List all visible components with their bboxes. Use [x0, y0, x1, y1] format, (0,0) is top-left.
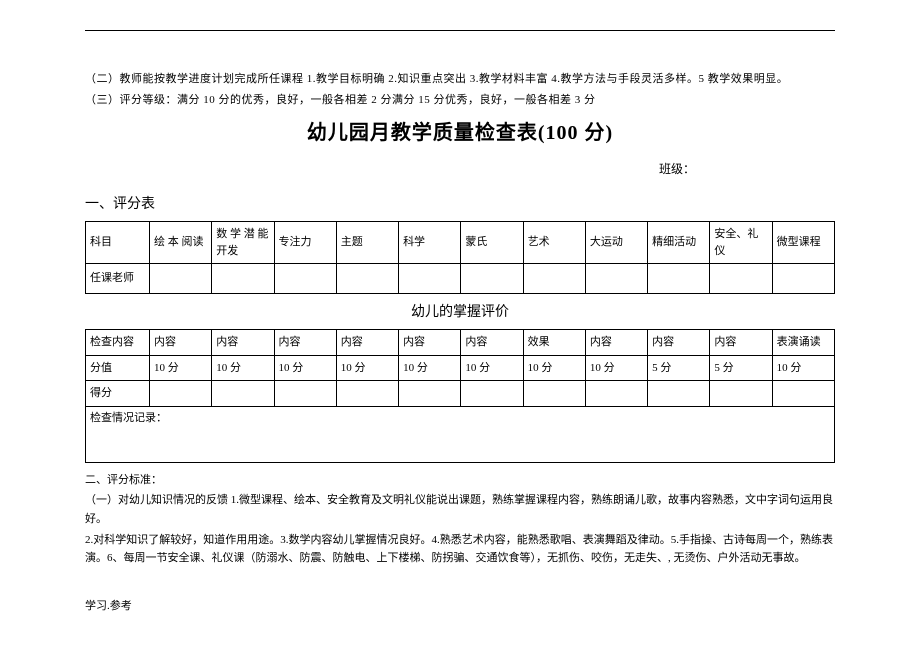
standards-section: 二、评分标准： （一）对幼儿知识情况的反馈 1.微型课程、绘本、安全教育及文明礼…	[85, 471, 835, 568]
cell: 5 分	[710, 355, 772, 381]
cell: 内容	[710, 330, 772, 356]
cell: 内容	[648, 330, 710, 356]
evaluation-table: 检查内容 内容 内容 内容 内容 内容 内容 效果 内容 内容 内容 表演诵读 …	[85, 329, 835, 407]
section-1-header: 一、评分表	[85, 194, 835, 215]
cell: 蒙氏	[461, 222, 523, 264]
cell: 主题	[336, 222, 398, 264]
score-table: 科目 绘 本 阅读 数 学 潜 能开发 专注力 主题 科学 蒙氏 艺术 大运动 …	[85, 221, 835, 294]
cell: 专注力	[274, 222, 336, 264]
table-row: 任课老师	[86, 264, 835, 294]
cell	[772, 264, 834, 294]
cell: 效果	[523, 330, 585, 356]
class-label: 班级：	[85, 160, 695, 178]
cell	[772, 381, 834, 407]
cell	[648, 381, 710, 407]
cell	[150, 381, 212, 407]
table-row: 科目 绘 本 阅读 数 学 潜 能开发 专注力 主题 科学 蒙氏 艺术 大运动 …	[86, 222, 835, 264]
cell: 10 分	[772, 355, 834, 381]
cell: 艺术	[523, 222, 585, 264]
notes-box: 检查情况记录：	[85, 407, 835, 463]
standards-header: 二、评分标准：	[85, 471, 835, 490]
cell	[399, 264, 461, 294]
cell: 10 分	[150, 355, 212, 381]
cell-teacher-label: 任课老师	[86, 264, 150, 294]
cell	[399, 381, 461, 407]
cell: 内容	[399, 330, 461, 356]
cell: 10 分	[336, 355, 398, 381]
cell	[710, 264, 772, 294]
cell: 10 分	[399, 355, 461, 381]
cell: 内容	[274, 330, 336, 356]
cell: 10 分	[523, 355, 585, 381]
notes-label: 检查情况记录：	[90, 412, 167, 424]
cell: 安全、礼仪	[710, 222, 772, 264]
subtitle: 幼儿的掌握评价	[85, 302, 835, 323]
intro-line-1: （二）教师能按教学进度计划完成所任课程 1.教学目标明确 2.知识重点突出 3.…	[85, 71, 835, 88]
intro-line-2: （三）评分等级：满分 10 分的优秀，良好，一般各相差 2 分满分 15 分优秀…	[85, 92, 835, 109]
cell-check-label: 检查内容	[86, 330, 150, 356]
cell: 内容	[150, 330, 212, 356]
top-divider	[85, 30, 835, 31]
cell-result-label: 得分	[86, 381, 150, 407]
cell	[461, 381, 523, 407]
cell: 表演诵读	[772, 330, 834, 356]
cell: 内容	[461, 330, 523, 356]
cell	[585, 381, 647, 407]
cell	[212, 264, 274, 294]
page-title: 幼儿园月教学质量检查表(100 分)	[85, 118, 835, 148]
cell	[212, 381, 274, 407]
cell	[150, 264, 212, 294]
cell: 绘 本 阅读	[150, 222, 212, 264]
cell: 大运动	[585, 222, 647, 264]
cell: 10 分	[585, 355, 647, 381]
cell	[461, 264, 523, 294]
page-footer: 学习.参考	[85, 598, 835, 615]
cell	[523, 381, 585, 407]
cell-score-label: 分值	[86, 355, 150, 381]
cell	[274, 381, 336, 407]
cell-subject-label: 科目	[86, 222, 150, 264]
cell: 科学	[399, 222, 461, 264]
table-row: 检查内容 内容 内容 内容 内容 内容 内容 效果 内容 内容 内容 表演诵读	[86, 330, 835, 356]
cell: 精细活动	[648, 222, 710, 264]
cell: 数 学 潜 能开发	[212, 222, 274, 264]
table-row: 得分	[86, 381, 835, 407]
cell: 内容	[585, 330, 647, 356]
cell	[523, 264, 585, 294]
cell	[274, 264, 336, 294]
cell	[336, 264, 398, 294]
cell: 10 分	[274, 355, 336, 381]
table-row: 分值 10 分 10 分 10 分 10 分 10 分 10 分 10 分 10…	[86, 355, 835, 381]
cell: 内容	[212, 330, 274, 356]
cell	[710, 381, 772, 407]
cell: 5 分	[648, 355, 710, 381]
cell: 微型课程	[772, 222, 834, 264]
standards-p1: （一）对幼儿知识情况的反馈 1.微型课程、绘本、安全教育及文明礼仪能说出课题，熟…	[85, 491, 835, 528]
cell	[585, 264, 647, 294]
cell	[336, 381, 398, 407]
cell	[648, 264, 710, 294]
cell: 10 分	[461, 355, 523, 381]
cell: 内容	[336, 330, 398, 356]
standards-p2: 2.对科学知识了解较好，知道作用用途。3.数学内容幼儿掌握情况良好。4.熟悉艺术…	[85, 531, 835, 568]
cell: 10 分	[212, 355, 274, 381]
